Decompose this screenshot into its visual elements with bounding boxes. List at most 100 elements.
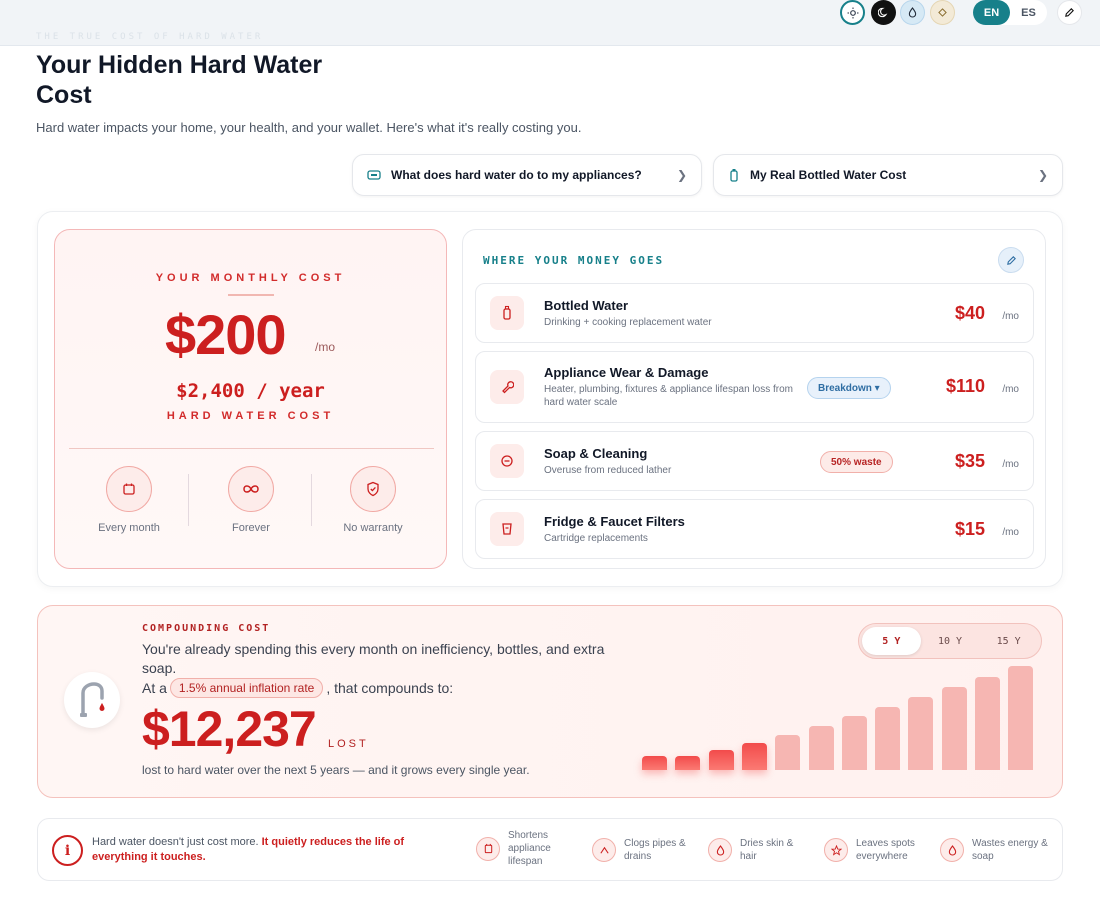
yearly-cost: $2,400 / year (176, 380, 325, 402)
bottle-icon (490, 296, 524, 330)
expense-amount: $35 (954, 451, 985, 471)
star-icon (824, 838, 848, 862)
inflation-rate-pill[interactable]: 1.5% annual inflation rate (169, 678, 324, 698)
every-month-label: Every month (98, 522, 160, 534)
lang-en-button[interactable]: EN (973, 0, 1010, 25)
period-5y-button[interactable]: 5 Y (862, 627, 921, 655)
effect-pipes: Clogs pipes & drains (592, 837, 704, 863)
bottled-water-link[interactable]: My Real Bottled Water Cost ❯ (713, 154, 1063, 196)
inflation-suffix: , that compounds to: (326, 680, 454, 696)
no-warranty-label: No warranty (343, 522, 403, 534)
waste-badge: 50% waste (820, 451, 893, 473)
expense-row-appliance-wear[interactable]: Appliance Wear & Damage Heater, plumbing… (475, 351, 1034, 423)
expense-row-bottled-water[interactable]: Bottled Water Drinking + cooking replace… (475, 283, 1034, 343)
chart-bar (875, 707, 901, 770)
pencil-icon (1065, 8, 1074, 17)
forever-label: Forever (232, 522, 270, 534)
page-title: Your Hidden Hard Water Cost (36, 51, 323, 109)
appliances-link[interactable]: What does hard water do to my appliances… (352, 154, 702, 196)
chart-bar (642, 756, 667, 770)
period-selector: 5 Y 10 Y 15 Y (858, 623, 1042, 659)
effect-spots: Leaves spots everywhere (824, 837, 930, 863)
period-15y-button[interactable]: 15 Y (996, 635, 1021, 647)
soap-icon (490, 444, 524, 478)
every-month-item: Every month (69, 466, 189, 534)
theme-water-button[interactable] (900, 0, 925, 25)
expense-title: Fridge & Faucet Filters (544, 514, 685, 529)
pencil-icon (1006, 255, 1016, 265)
expense-amount: $110 (945, 376, 985, 396)
topbar-kicker: THE TRUE COST OF HARD WATER (36, 32, 264, 42)
compounding-inflation-line: At a 1.5% annual inflation rate , that c… (142, 678, 453, 698)
language-switcher: EN ES (973, 0, 1047, 25)
expense-amount: $15 (954, 519, 985, 539)
calendar-icon (106, 466, 152, 512)
effect-label: Dries skin & hair (740, 838, 794, 862)
monthly-cost-card: YOUR MONTHLY COST $200 /mo $2,400 / year… (54, 229, 447, 569)
period-10y-button[interactable]: 10 Y (937, 635, 963, 647)
effect-label: Leaves spots everywhere (856, 838, 915, 862)
monthly-cost-unit: /mo (315, 340, 336, 354)
compounding-bar-chart (642, 666, 1042, 770)
chart-bar (808, 726, 834, 770)
expense-desc: Cartridge replacements (544, 533, 648, 544)
flame-icon (940, 838, 964, 862)
infinity-icon (228, 466, 274, 512)
footer-text: Hard water doesn't just cost more. It qu… (92, 835, 452, 865)
theme-light-button[interactable] (840, 0, 865, 25)
effect-label: Clogs pipes & drains (624, 838, 686, 862)
droplet-icon (708, 838, 732, 862)
effect-lifespan: Shortens appliance lifespan (476, 829, 574, 868)
chart-bar (841, 716, 867, 770)
footer-text-plain: Hard water doesn't just cost more. (92, 836, 259, 848)
compounding-footnote: lost to hard water over the next 5 years… (142, 763, 530, 777)
expense-unit: /mo (1002, 527, 1019, 538)
edit-button[interactable] (1057, 0, 1082, 25)
divider (311, 474, 312, 526)
droplet-icon (908, 7, 917, 18)
expense-title: Bottled Water (544, 298, 629, 313)
effect-skin: Dries skin & hair (708, 837, 808, 863)
filter-icon (490, 512, 524, 546)
expense-row-filters[interactable]: Fridge & Faucet Filters Cartridge replac… (475, 499, 1034, 559)
chevron-right-icon: ❯ (676, 168, 687, 182)
chart-bar (708, 750, 734, 770)
compounding-cost-card: COMPOUNDING COST You're already spending… (37, 605, 1063, 798)
expense-desc: Overuse from reduced lather (544, 465, 672, 476)
money-kicker: WHERE YOUR MONEY GOES (483, 254, 665, 267)
chart-bar (775, 735, 801, 770)
sun-icon (847, 7, 858, 18)
effect-label: Shortens appliance lifespan (508, 830, 551, 867)
compounding-text: You're already spending this every month… (142, 641, 605, 676)
expense-row-soap-cleaning[interactable]: Soap & Cleaning Overuse from reduced lat… (475, 431, 1034, 491)
top-bar: THE TRUE COST OF HARD WATER EN ES (0, 0, 1100, 46)
breakdown-dropdown[interactable]: Breakdown ▾ (807, 377, 891, 399)
effect-energy: Wastes energy & soap (940, 837, 1052, 863)
inflation-prefix: At a (142, 680, 167, 696)
edit-breakdown-button[interactable] (998, 247, 1024, 273)
divider (188, 474, 189, 526)
theme-dark-button[interactable] (871, 0, 896, 25)
footer-text-strong: It quietly reduces the life of everythin… (92, 836, 405, 863)
page-subtitle: Hard water impacts your home, your healt… (36, 120, 582, 135)
chart-bar (975, 677, 1000, 770)
compounding-kicker: COMPOUNDING COST (142, 623, 271, 634)
appliance-icon (476, 836, 500, 861)
expense-title: Appliance Wear & Damage (544, 365, 709, 380)
effects-footer: i Hard water doesn't just cost more. It … (37, 818, 1063, 881)
chart-bar (908, 697, 934, 770)
money-breakdown-card: WHERE YOUR MONEY GOES Bottled Water Drin… (462, 229, 1046, 569)
theme-sand-button[interactable] (930, 0, 955, 25)
monthly-cost-amount: $200 (165, 303, 287, 366)
lang-es-button[interactable]: ES (1021, 6, 1036, 19)
expense-unit: /mo (1002, 459, 1019, 470)
bottled-water-link-label: My Real Bottled Water Cost (750, 168, 907, 182)
lost-label: LOST (328, 738, 369, 750)
chart-bar (941, 687, 967, 770)
divider (228, 294, 274, 296)
compounded-amount: $12,237 (142, 701, 317, 757)
diamond-icon (938, 8, 947, 17)
no-warranty-item: No warranty (313, 466, 433, 534)
chart-bar (741, 743, 767, 770)
shield-icon (350, 466, 396, 512)
